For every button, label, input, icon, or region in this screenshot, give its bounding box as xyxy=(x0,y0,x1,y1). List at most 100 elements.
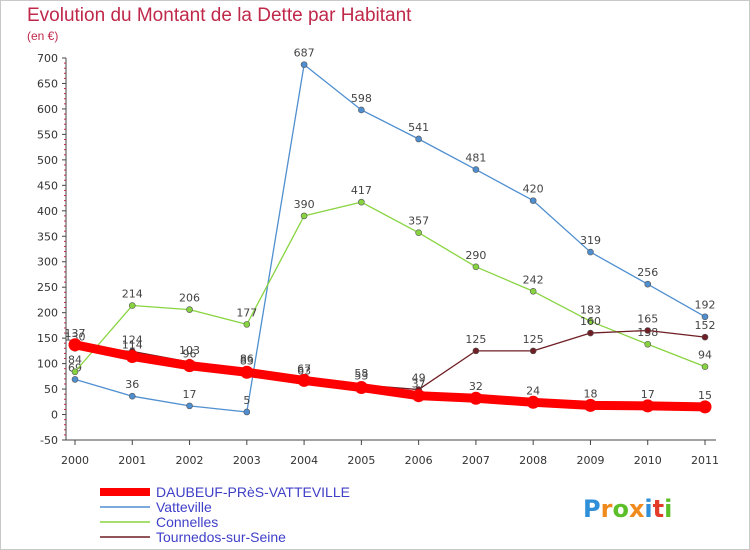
data-point xyxy=(354,381,368,395)
data-point xyxy=(300,61,308,68)
data-label: 67 xyxy=(297,362,311,375)
data-label: 36 xyxy=(125,378,139,391)
data-point xyxy=(183,359,197,373)
data-label: 83 xyxy=(240,354,254,367)
data-point xyxy=(641,399,655,413)
data-label: 256 xyxy=(637,266,658,279)
data-point xyxy=(472,263,480,271)
y-tick-label: 100 xyxy=(37,358,58,371)
x-tick-label: 2002 xyxy=(176,454,204,467)
data-label: 390 xyxy=(294,198,315,211)
data-point xyxy=(71,376,79,383)
chart-subtitle: (en €) xyxy=(27,29,59,43)
data-point xyxy=(587,248,594,256)
data-point xyxy=(701,363,709,370)
y-tick-label: 650 xyxy=(37,77,58,90)
data-point xyxy=(128,302,136,309)
data-point xyxy=(240,365,254,379)
data-label: 242 xyxy=(523,273,544,286)
data-label: 114 xyxy=(122,338,143,351)
series-line xyxy=(74,201,706,373)
data-point xyxy=(644,327,652,334)
data-label: 86 xyxy=(240,353,254,366)
y-tick-label: 450 xyxy=(37,179,58,192)
data-point xyxy=(472,166,480,173)
data-label: 18 xyxy=(583,387,597,400)
data-label: 63 xyxy=(297,364,311,377)
x-tick-label: 2010 xyxy=(634,454,662,467)
data-point xyxy=(68,338,82,352)
data-point xyxy=(701,333,709,341)
legend-label: Connelles xyxy=(156,514,218,530)
data-label: 32 xyxy=(469,380,483,393)
x-tick-label: 2003 xyxy=(233,454,261,467)
data-label: 96 xyxy=(183,348,197,361)
data-point xyxy=(415,229,422,237)
data-point xyxy=(358,198,365,206)
y-tick-label: 350 xyxy=(37,230,58,243)
data-label: 5 xyxy=(243,394,250,407)
series-tournedos-sur-seine: 130 124 103 86 63 58 49 125 125 160 165 152 xyxy=(65,312,716,393)
data-label: 137 xyxy=(65,327,86,340)
data-point xyxy=(297,373,311,387)
y-tick-label: 200 xyxy=(37,307,58,320)
data-label: 598 xyxy=(351,92,372,105)
data-label: 17 xyxy=(183,388,197,401)
data-point xyxy=(71,368,79,376)
series-daubeuf-pr-s-vatteville: 137 114 96 83 67 53 37 32 24 18 17 15 xyxy=(65,327,712,414)
y-tick-label: 50 xyxy=(44,383,58,396)
data-label: 84 xyxy=(68,354,82,367)
data-label: 15 xyxy=(698,389,712,402)
legend-label: DAUBEUF-PRèS-VATTEVILLE xyxy=(156,484,350,500)
data-label: 17 xyxy=(641,388,655,401)
data-point xyxy=(587,318,594,325)
data-label: 177 xyxy=(236,306,257,319)
data-label: 214 xyxy=(122,288,143,301)
data-label: 69 xyxy=(68,361,82,374)
data-point xyxy=(412,389,426,403)
data-label: 152 xyxy=(695,319,716,332)
y-tick-label: 250 xyxy=(37,281,58,294)
data-point xyxy=(186,402,193,410)
legend: DAUBEUF-PRèS-VATTEVILLEVattevilleConnell… xyxy=(100,484,350,545)
x-tick-label: 2004 xyxy=(290,454,318,467)
x-tick-label: 2000 xyxy=(61,454,89,467)
series-connelles: 8421420617739041735729024218313894 xyxy=(68,184,712,376)
y-tick-label: -50 xyxy=(40,434,58,447)
y-tick-label: 300 xyxy=(37,256,58,269)
chart-title: Evolution du Montant de la Dette par Hab… xyxy=(27,5,412,26)
y-tick-label: 700 xyxy=(37,52,58,65)
data-label: 24 xyxy=(526,384,540,397)
data-label: 417 xyxy=(351,184,372,197)
data-label: 357 xyxy=(408,215,429,228)
data-point xyxy=(128,392,136,400)
data-point xyxy=(243,321,251,328)
data-label: 290 xyxy=(465,249,486,262)
data-point xyxy=(701,313,709,321)
y-tick-label: 550 xyxy=(37,128,58,141)
data-point xyxy=(300,212,308,220)
x-tick-label: 2006 xyxy=(405,454,433,467)
data-label: 420 xyxy=(523,183,544,196)
data-label: 165 xyxy=(637,312,658,325)
data-point xyxy=(243,408,251,416)
y-tick-label: 150 xyxy=(37,332,58,345)
data-label: 481 xyxy=(465,152,486,165)
data-point xyxy=(587,329,594,337)
data-label: 94 xyxy=(698,349,712,362)
data-point xyxy=(469,391,483,405)
x-tick-label: 2007 xyxy=(462,454,490,467)
data-label: 103 xyxy=(179,344,200,357)
y-tick-label: 500 xyxy=(37,154,58,167)
data-label: 160 xyxy=(580,315,601,328)
y-tick-label: 600 xyxy=(37,103,58,116)
data-point xyxy=(644,340,652,348)
data-point xyxy=(644,280,652,288)
data-point xyxy=(698,400,712,414)
x-tick-label: 2008 xyxy=(519,454,547,467)
data-point xyxy=(529,197,537,204)
x-tick-label: 2009 xyxy=(576,454,604,467)
data-label: 37 xyxy=(412,378,426,391)
data-label: 49 xyxy=(412,372,426,385)
